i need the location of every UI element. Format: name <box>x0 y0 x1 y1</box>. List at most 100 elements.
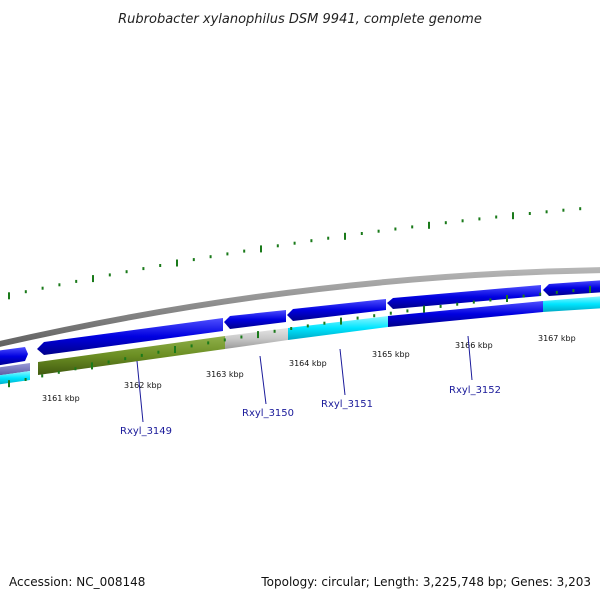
minor-tick <box>159 264 162 267</box>
minor-tick <box>223 338 226 342</box>
feature-block <box>0 363 30 376</box>
minor-tick <box>539 292 542 296</box>
gene-labels: Rxyl_3149 Rxyl_3150 Rxyl_3151 Rxyl_3152 <box>120 385 501 437</box>
minor-tick <box>41 374 44 378</box>
topology-summary: Topology: circular; Length: 3,225,748 bp… <box>260 575 591 589</box>
minor-tick <box>243 249 246 253</box>
minor-tick <box>411 225 414 229</box>
feature-block <box>225 328 288 349</box>
major-tick <box>174 346 176 353</box>
minor-tick <box>192 258 195 262</box>
gene-label: Rxyl_3149 <box>120 426 172 437</box>
minor-tick <box>444 221 447 225</box>
gene-leader-line <box>339 348 346 396</box>
minor-tick <box>461 219 464 223</box>
minor-tick <box>389 311 392 315</box>
minor-tick <box>24 378 27 381</box>
minor-tick <box>528 212 531 215</box>
minor-tick <box>57 370 60 374</box>
major-tick <box>428 221 430 229</box>
gene-leader-line <box>259 355 267 405</box>
minor-tick <box>406 309 409 313</box>
gene-label: Rxyl_3152 <box>449 385 501 396</box>
feature-block <box>288 316 388 340</box>
minor-tick <box>108 273 111 277</box>
minor-tick <box>240 335 243 339</box>
feature-block <box>543 296 600 312</box>
kbp-label: 3161 kbp <box>42 394 80 403</box>
kbp-scale: 3161 kbp 3162 kbp 3163 kbp 3164 kbp 3165… <box>42 334 576 403</box>
minor-tick <box>555 290 558 294</box>
forward-strand-track <box>0 280 600 366</box>
minor-tick <box>125 270 128 274</box>
minor-tick <box>142 267 145 271</box>
gene-leader-line <box>136 360 144 423</box>
major-tick <box>8 292 10 300</box>
minor-tick <box>209 255 212 259</box>
minor-tick <box>276 244 279 248</box>
minor-tick <box>522 294 525 298</box>
minor-tick <box>495 215 498 219</box>
major-tick <box>8 380 10 388</box>
minor-tick <box>207 341 210 345</box>
cds-arrow <box>37 318 223 355</box>
minor-tick <box>579 207 582 211</box>
minor-tick <box>157 350 160 354</box>
kbp-label: 3163 kbp <box>206 370 244 379</box>
major-tick <box>423 305 425 313</box>
minor-tick <box>24 290 27 294</box>
kbp-label: 3164 kbp <box>289 359 327 368</box>
minor-tick <box>472 300 475 304</box>
cds-arrow <box>0 347 28 366</box>
major-tick <box>257 331 259 339</box>
outer-tick-dots <box>8 207 582 300</box>
minor-tick <box>293 241 296 245</box>
major-tick <box>506 295 508 302</box>
gene-label: Rxyl_3151 <box>321 399 373 410</box>
minor-tick <box>140 353 143 357</box>
feature-block <box>388 301 543 327</box>
gene-leader-line <box>467 335 473 381</box>
minor-tick <box>356 316 359 320</box>
gene-leader-lines <box>136 335 473 423</box>
minor-tick <box>377 229 380 233</box>
minor-tick <box>273 329 276 333</box>
cds-arrow <box>387 285 541 309</box>
minor-tick <box>394 227 397 231</box>
major-tick <box>512 212 514 220</box>
feature-block <box>38 336 225 375</box>
feature-block <box>0 371 30 385</box>
minor-tick <box>290 327 293 330</box>
gene-label: Rxyl_3150 <box>242 408 294 419</box>
reverse-strand-track <box>0 296 600 385</box>
cds-arrow <box>543 280 600 296</box>
minor-tick <box>572 289 575 293</box>
cds-arrow <box>224 310 286 329</box>
major-tick <box>344 232 346 240</box>
kbp-label: 3165 kbp <box>372 350 410 359</box>
kbp-label: 3167 kbp <box>538 334 576 343</box>
minor-tick <box>489 298 492 302</box>
major-tick <box>92 275 94 283</box>
accession-text: Accession: NC_008148 <box>9 575 145 589</box>
kbp-label: 3166 kbp <box>455 341 493 350</box>
map-title: Rubrobacter xylanophilus DSM 9941, compl… <box>118 12 482 27</box>
major-tick <box>91 362 93 370</box>
major-tick <box>260 245 262 253</box>
minor-tick <box>327 236 330 240</box>
cds-arrow <box>287 299 386 321</box>
minor-tick <box>545 210 548 214</box>
major-tick <box>176 259 178 267</box>
minor-tick <box>190 344 193 348</box>
minor-tick <box>456 302 459 306</box>
minor-tick <box>310 239 313 243</box>
minor-tick <box>439 304 442 308</box>
minor-tick <box>478 217 481 221</box>
minor-tick <box>74 367 77 371</box>
minor-tick <box>58 283 61 287</box>
inner-tick-dots <box>8 285 591 388</box>
minor-tick <box>124 357 127 361</box>
minor-tick <box>41 286 44 290</box>
